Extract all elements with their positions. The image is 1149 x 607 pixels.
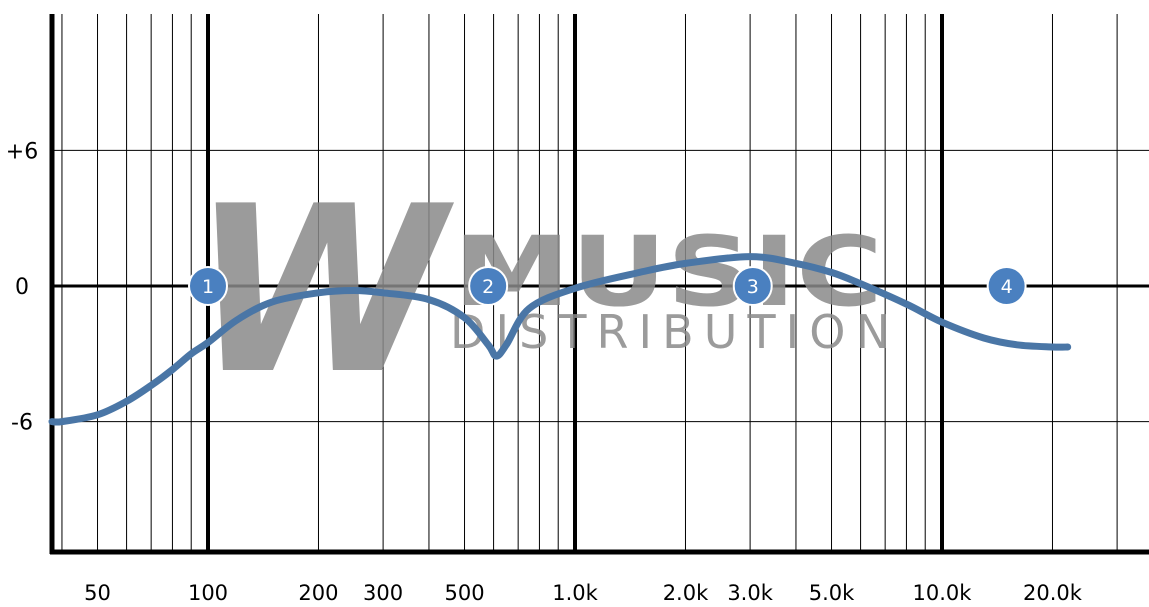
response-curve — [48, 253, 1072, 426]
x-tick-label: 1.0k — [552, 581, 598, 605]
band-marker-label: 1 — [202, 276, 214, 298]
x-tick-label: 300 — [363, 581, 403, 605]
band-marker-circle — [986, 266, 1027, 306]
response-curve-line — [48, 253, 1072, 426]
x-tick-label: 3.0k — [727, 581, 773, 605]
band-marker: 3 — [732, 266, 773, 306]
x-tick-label: 20.0k — [1023, 581, 1083, 605]
y-tick-label: 0 — [15, 275, 29, 300]
x-tick-label: 100 — [188, 581, 228, 605]
minor-gridlines — [61, 14, 1118, 552]
band-marker-circle — [188, 266, 228, 306]
x-tick-label: 200 — [298, 581, 338, 605]
y-tick-label: +6 — [6, 139, 38, 164]
band-marker: 2 — [468, 266, 509, 306]
band-marker: 4 — [986, 266, 1027, 306]
x-axis-tick-labels: 50 100 200 300 500 1.0k 2.0k 3.0k 5.0k 10.0k 20.0k — [84, 581, 1083, 605]
x-tick-label: 500 — [444, 581, 484, 605]
band-marker-circle — [468, 266, 509, 306]
band-marker-label: 3 — [747, 276, 759, 298]
watermark-logo: W MUSIC DISTRIBUTION — [191, 158, 890, 425]
y-tick-label: -6 — [11, 411, 33, 436]
x-tick-label: 10.0k — [913, 581, 973, 605]
x-tick-label: 2.0k — [663, 581, 709, 605]
band-marker-label: 4 — [1001, 276, 1013, 298]
x-tick-label: 50 — [84, 581, 111, 605]
y-axis-tick-labels: +6 0 -6 — [6, 139, 38, 435]
axes — [49, 14, 1149, 555]
band-marker-label: 2 — [482, 276, 494, 298]
band-marker: 1 — [188, 266, 228, 306]
band-marker-circle — [732, 266, 773, 306]
x-tick-label: 5.0k — [809, 581, 855, 605]
band-markers: 1 2 3 4 — [188, 266, 1027, 306]
